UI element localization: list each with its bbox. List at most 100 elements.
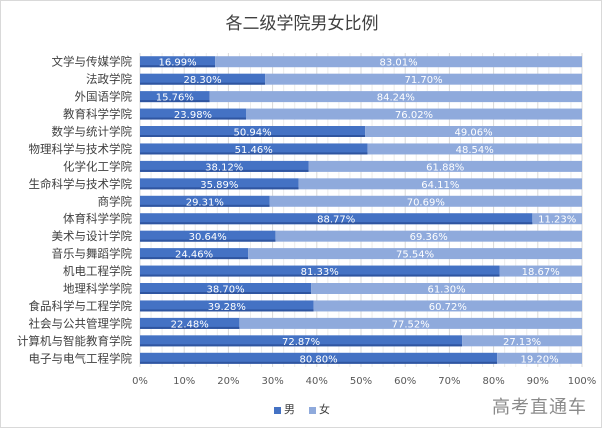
data-label: 19.20% <box>520 354 558 365</box>
category-label: 商学院 <box>98 194 133 208</box>
bar-male <box>140 265 500 277</box>
data-label: 61.88% <box>426 162 464 173</box>
bar-male-shadow <box>140 169 309 172</box>
bar-male-shadow <box>140 117 246 120</box>
bar-male <box>140 160 309 172</box>
data-label: 76.02% <box>395 110 433 121</box>
bar-male-shadow <box>140 274 500 277</box>
bar-female <box>532 213 582 225</box>
data-label: 24.46% <box>175 250 213 261</box>
data-label: 77.52% <box>392 319 430 330</box>
x-tick-label: 10% <box>173 376 195 387</box>
data-label: 38.12% <box>205 162 243 173</box>
category-label: 文学与传媒学院 <box>52 55 133 69</box>
category-label: 生命科学与技术学院 <box>29 177 133 191</box>
bar-female <box>311 283 582 294</box>
x-tick-label: 70% <box>438 376 460 387</box>
data-label: 48.54% <box>456 145 494 156</box>
data-label: 69.36% <box>410 232 448 243</box>
x-tick-label: 0% <box>132 376 148 387</box>
legend: 男 女 <box>1 401 601 417</box>
bar-male-shadow <box>140 344 463 347</box>
bar-male-shadow <box>140 257 249 260</box>
data-label: 50.94% <box>234 128 272 139</box>
category-label: 数学与统计学院 <box>52 125 133 139</box>
x-tick-label: 20% <box>217 376 239 387</box>
x-tick-label: 50% <box>350 376 372 387</box>
data-label: 18.67% <box>522 267 560 278</box>
data-label: 16.99% <box>158 58 196 69</box>
data-label: 38.70% <box>206 285 244 296</box>
bar-male <box>140 195 270 207</box>
bar-male-shadow <box>140 309 314 312</box>
bar-female <box>209 91 583 103</box>
chart-title: 各二级学院男女比例 <box>225 14 379 34</box>
x-tick-label: 30% <box>261 376 283 387</box>
category-label: 地理科学学院 <box>63 282 132 296</box>
bar-female <box>499 265 582 277</box>
x-tick-label: 90% <box>527 376 549 387</box>
bar-female <box>248 248 582 260</box>
bar-male-shadow <box>140 152 368 155</box>
bar-male <box>140 91 210 103</box>
bar-male-shadow <box>140 82 266 85</box>
legend-label-female: 女 <box>319 403 330 416</box>
bar-male <box>140 248 249 260</box>
legend-item-male: 男 <box>274 403 295 416</box>
bar-male-shadow <box>140 204 270 207</box>
data-label: 70.69% <box>407 197 445 208</box>
data-label: 30.64% <box>189 232 227 243</box>
category-label: 机电工程学院 <box>63 264 132 278</box>
bar-male <box>140 126 366 137</box>
x-tick-label: 40% <box>306 376 328 387</box>
category-label: 电子与电气工程学院 <box>29 351 133 365</box>
x-tick-label: 60% <box>394 376 416 387</box>
bar-male-shadow <box>140 135 366 137</box>
bar-male <box>140 143 368 155</box>
bar-male <box>140 317 240 329</box>
bar-female <box>462 335 582 347</box>
bar-female <box>308 160 582 172</box>
bar-male-shadow <box>140 222 533 225</box>
data-label: 49.06% <box>455 128 493 139</box>
bar-male-shadow <box>140 292 312 294</box>
bar-male-shadow <box>140 361 498 364</box>
bar-male-shadow <box>140 187 299 190</box>
bar-female <box>298 178 582 190</box>
category-label: 教育科学学院 <box>63 107 132 121</box>
bar-male <box>140 73 266 85</box>
data-label: 27.13% <box>503 337 541 348</box>
bar-male <box>140 108 246 120</box>
watermark: 高考直通车 <box>492 397 587 418</box>
data-label: 80.80% <box>299 354 337 365</box>
data-label: 22.48% <box>171 319 209 330</box>
bar-female <box>367 143 582 155</box>
bar-male <box>140 283 312 294</box>
bar-female <box>269 195 582 207</box>
bar-female <box>275 230 582 242</box>
bar-male-shadow <box>140 100 210 103</box>
data-label: 83.01% <box>379 58 417 69</box>
bar-male <box>140 213 533 225</box>
bar-male <box>140 300 314 312</box>
category-label: 体育科学学院 <box>63 212 132 226</box>
data-label: 11.23% <box>538 215 576 226</box>
bar-female <box>365 126 582 137</box>
data-label: 75.54% <box>396 250 434 261</box>
data-label: 71.70% <box>404 75 442 86</box>
category-label: 计算机与智能教育学院 <box>17 334 132 348</box>
data-label: 29.31% <box>186 197 224 208</box>
bar-male <box>140 230 276 242</box>
bar-female <box>215 56 582 68</box>
bar-male-shadow <box>140 65 216 68</box>
bar-female <box>265 73 582 85</box>
legend-swatch-female <box>309 406 316 414</box>
bar-female <box>245 108 583 120</box>
data-label: 72.87% <box>282 337 320 348</box>
x-tick-label: 100% <box>568 376 597 387</box>
category-label: 法政学院 <box>86 72 132 86</box>
data-label: 39.28% <box>208 302 246 313</box>
bar-male-shadow <box>140 326 240 329</box>
